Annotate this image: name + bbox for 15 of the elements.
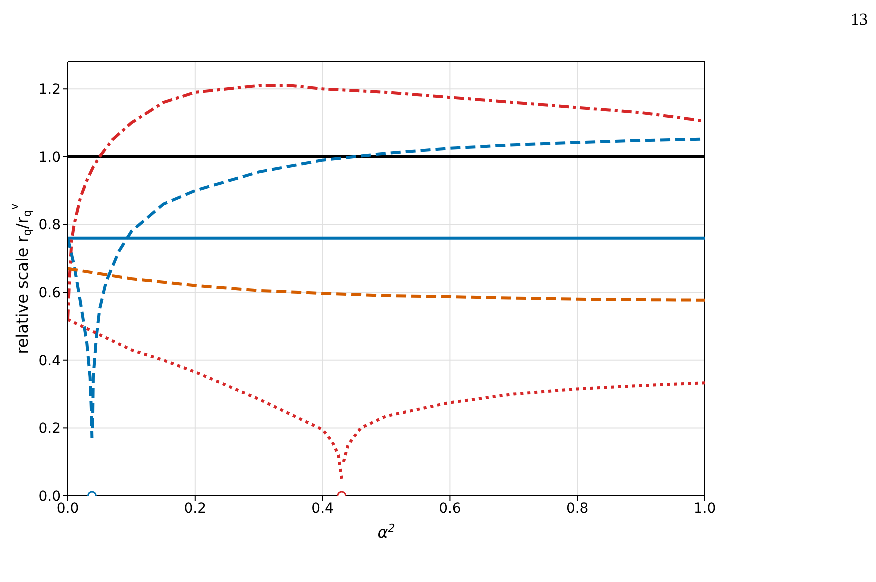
y-tick-label: 0.4 [38,353,62,370]
x-tick-label: 0.8 [566,500,589,517]
y-tick-label: 1.2 [38,82,61,98]
y-tick-label: 0.6 [38,286,62,302]
x-axis-title: α$^{2}$ [378,522,396,542]
x-tick-label: 0.6 [439,500,462,517]
y-tick-label: 1.0 [38,150,61,166]
text: 13 [851,10,868,30]
line-series [68,267,705,302]
y-tick-label: 0.8 [38,218,61,234]
x-tick-label: 0.2 [184,500,207,517]
x-tick-label: 0.4 [312,500,334,517]
x-tick-label: 1.0 [694,500,716,517]
y-tick-label: 0.2 [38,421,61,438]
x-tick-label: 0.0 [56,500,80,517]
